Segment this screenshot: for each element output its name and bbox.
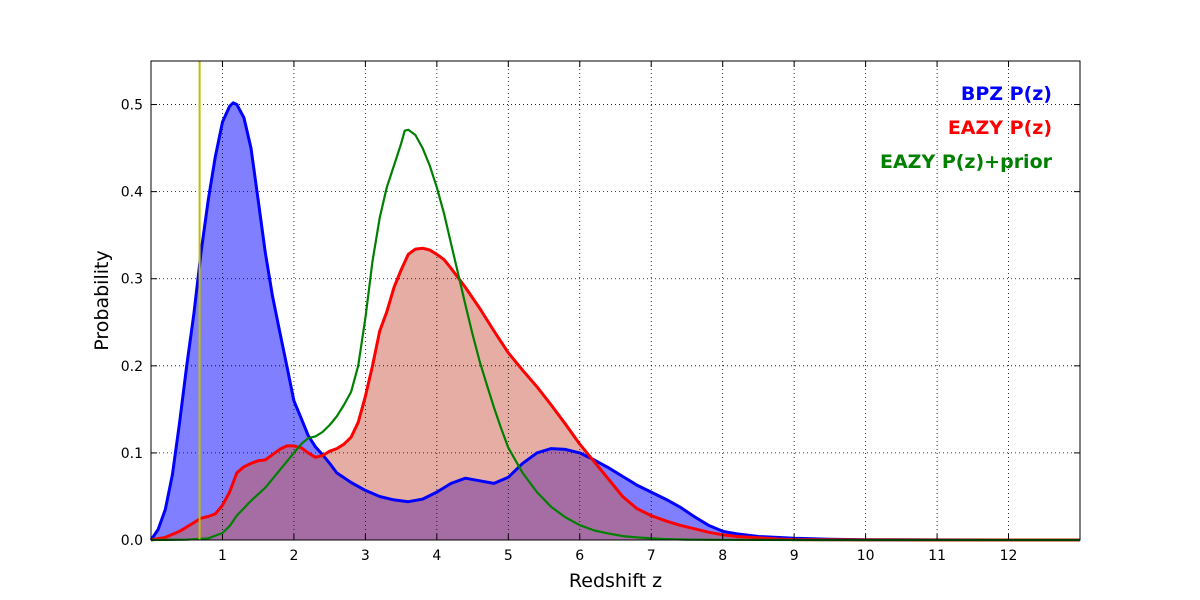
legend-entry-1: EAZY P(z)	[948, 117, 1052, 139]
series-line-0	[149, 101, 1080, 542]
x-tick-label-3: 4	[432, 548, 441, 564]
x-tick-label-4: 5	[504, 548, 513, 564]
x-tick-label-0: 1	[218, 548, 227, 564]
plot-frame	[150, 60, 1081, 541]
x-tick-label-5: 6	[575, 548, 584, 564]
x-tick-label-6: 7	[647, 548, 656, 564]
x-tick-label-8: 9	[790, 548, 799, 564]
x-tick-label-11: 12	[1000, 548, 1018, 564]
x-tick-label-10: 11	[928, 548, 946, 564]
series-line-2	[150, 128, 1080, 542]
legend-entry-0: BPZ P(z)	[961, 83, 1052, 105]
series-fills	[151, 102, 1080, 541]
y-axis-label: Probability	[91, 250, 113, 350]
y-tick-label-0: 0.0	[121, 533, 143, 549]
x-tick-label-1: 2	[289, 548, 298, 564]
y-tick-label-5: 0.5	[121, 98, 143, 114]
series-fill-1	[151, 248, 1080, 540]
x-tick-label-2: 3	[361, 548, 370, 564]
series-line-1	[150, 246, 1080, 542]
x-tick-label-9: 10	[857, 548, 875, 564]
y-tick-label-3: 0.3	[121, 272, 143, 288]
legend-entry-2: EAZY P(z)+prior	[880, 151, 1053, 173]
x-axis-label: Redshift z	[569, 570, 662, 592]
series-lines	[149, 101, 1080, 542]
x-tick-label-7: 8	[718, 548, 727, 564]
legend: BPZ P(z) EAZY P(z) EAZY P(z)+prior	[880, 83, 1053, 173]
y-tick-label-4: 0.4	[121, 185, 143, 201]
y-tick-label-2: 0.2	[121, 359, 143, 375]
axis-ticks: 1 2 3 4 5 6 7 8 9 10 11 120.00.10.20.30.40.5	[121, 61, 1080, 564]
y-tick-label-1: 0.1	[121, 446, 143, 462]
